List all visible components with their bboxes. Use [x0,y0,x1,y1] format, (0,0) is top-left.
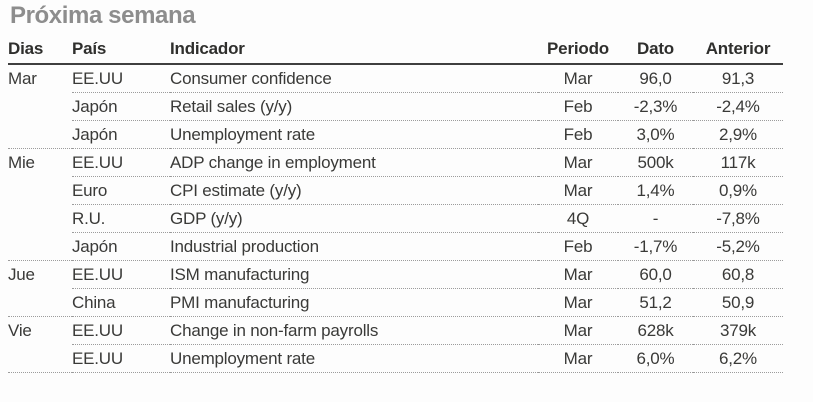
table-body: Mar EE.UU Consumer confidence Mar 96,0 91,3 Ja… [8,64,783,373]
cell-previous: 6,2% [693,344,783,373]
col-header-country: País [72,39,170,65]
cell-value: -2,3% [618,92,693,121]
cell-day: Mar [8,68,37,88]
cell-previous: -5,2% [693,232,783,261]
cell-indicator: Unemployment rate [170,344,538,373]
cell-previous: 2,9% [693,120,783,149]
table-row: Mie EE.UU ADP change in employment Mar 500k 1… [8,148,783,177]
table-row: Jue EE.UU ISM manufacturing Mar 60,0 60,8 [8,260,783,289]
col-header-value: Dato [618,39,693,65]
cell-day [8,93,72,121]
cell-previous: -7,8% [693,204,783,233]
cell-value: 60,0 [618,260,693,289]
cell-period: Mar [538,344,618,373]
cell-country: R.U. [72,204,170,233]
cell-value: 3,0% [618,120,693,149]
cell-country: EE.UU [72,148,170,177]
cell-day: Mie [8,152,35,172]
table-row: Japón Retail sales (y/y) Feb -2,3% -2,4% [8,92,783,121]
cell-previous: -2,4% [693,92,783,121]
cell-period: Mar [538,176,618,205]
col-header-period: Periodo [538,39,618,65]
cell-value: 96,0 [618,64,693,93]
table-row: EE.UU Unemployment rate Mar 6,0% 6,2% [8,344,783,373]
cell-indicator: Change in non-farm payrolls [170,316,538,345]
cell-country: EE.UU [72,344,170,373]
cell-day [8,288,72,317]
col-header-previous: Anterior [693,39,783,65]
cell-period: Feb [538,120,618,149]
cell-day: Vie [8,320,32,340]
economic-calendar-panel: Próxima semana Dias País Indicador Perio… [8,2,783,373]
table-row: Euro CPI estimate (y/y) Mar 1,4% 0,9% [8,176,783,205]
page-title: Próxima semana [10,2,196,29]
cell-period: Feb [538,92,618,121]
cell-indicator: Retail sales (y/y) [170,92,538,121]
cell-indicator: Unemployment rate [170,120,538,149]
cell-day: Jue [8,264,35,284]
cell-value: - [618,204,693,233]
cell-value: 628k [618,316,693,345]
cell-period: Mar [538,316,618,345]
table-row: R.U. GDP (y/y) 4Q - -7,8% [8,204,783,233]
cell-day [8,344,72,373]
economic-calendar-table: Dias País Indicador Periodo Dato Anterio… [8,39,783,373]
cell-country: Japón [72,232,170,261]
cell-period: Feb [538,232,618,261]
table-row: Japón Industrial production Feb -1,7% -5,2% [8,232,783,261]
cell-indicator: Consumer confidence [170,64,538,93]
col-header-indicator: Indicador [170,39,538,65]
cell-day [8,120,72,149]
cell-country: EE.UU [72,316,170,345]
table-row: China PMI manufacturing Mar 51,2 50,9 [8,288,783,317]
cell-previous: 60,8 [693,260,783,289]
cell-previous: 379k [693,316,783,345]
cell-indicator: ISM manufacturing [170,260,538,289]
cell-indicator: CPI estimate (y/y) [170,176,538,205]
cell-previous: 50,9 [693,288,783,317]
cell-value: 51,2 [618,288,693,317]
col-header-day: Dias [8,39,72,65]
cell-indicator: Industrial production [170,232,538,261]
cell-value: 500k [618,148,693,177]
cell-day [8,177,72,205]
cell-country: EE.UU [72,260,170,289]
cell-day [8,232,72,261]
table-header: Dias País Indicador Periodo Dato Anterio… [8,39,783,65]
table-row: Mar EE.UU Consumer confidence Mar 96,0 91,3 [8,64,783,93]
cell-value: -1,7% [618,232,693,261]
cell-period: Mar [538,288,618,317]
cell-country: Japón [72,120,170,149]
cell-previous: 0,9% [693,176,783,205]
cell-country: EE.UU [72,64,170,93]
cell-value: 1,4% [618,176,693,205]
cell-previous: 91,3 [693,64,783,93]
cell-period: Mar [538,148,618,177]
cell-period: 4Q [538,204,618,233]
cell-country: Euro [72,176,170,205]
cell-day [8,205,72,233]
cell-country: China [72,288,170,317]
table-row: Vie EE.UU Change in non-farm payrolls Mar 62… [8,316,783,345]
cell-previous: 117k [693,148,783,177]
cell-country: Japón [72,92,170,121]
table-row: Japón Unemployment rate Feb 3,0% 2,9% [8,120,783,149]
cell-indicator: GDP (y/y) [170,204,538,233]
cell-period: Mar [538,64,618,93]
cell-indicator: ADP change in employment [170,148,538,177]
cell-value: 6,0% [618,344,693,373]
table-header-row: Dias País Indicador Periodo Dato Anterio… [8,39,783,65]
cell-indicator: PMI manufacturing [170,288,538,317]
cell-period: Mar [538,260,618,289]
